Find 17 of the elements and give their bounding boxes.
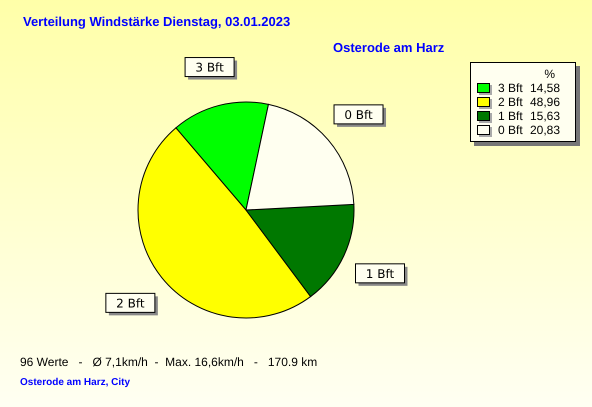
legend-label: 2 Bft (498, 95, 524, 109)
slice-label: 0 Bft (344, 108, 374, 122)
slice-label: 1 Bft (366, 266, 394, 281)
legend-label: 3 Bft (498, 81, 524, 95)
data-label: 48,96 (530, 95, 560, 109)
legend-label: 0 Bft (498, 123, 524, 137)
data-label: 14,58 (530, 81, 560, 95)
text: 96 Werte - Ø 7,1km/h - Max. 16,6km/h - 170.9 km (20, 355, 318, 369)
legend-title: % (543, 67, 556, 81)
data-label: 20,83 (530, 123, 560, 137)
data-label: 15,63 (530, 109, 560, 123)
slice-label: 2 Bft (116, 296, 145, 310)
text: Osterode am Harz, City (20, 377, 130, 388)
chart-title: Verteilung Windstärke Dienstag, 03.01.2023 (23, 14, 290, 29)
slice-label: 3 Bft (195, 60, 224, 75)
legend-label: 1 Bft (498, 109, 524, 123)
chart-subtitle: Osterode am Harz (333, 40, 444, 55)
